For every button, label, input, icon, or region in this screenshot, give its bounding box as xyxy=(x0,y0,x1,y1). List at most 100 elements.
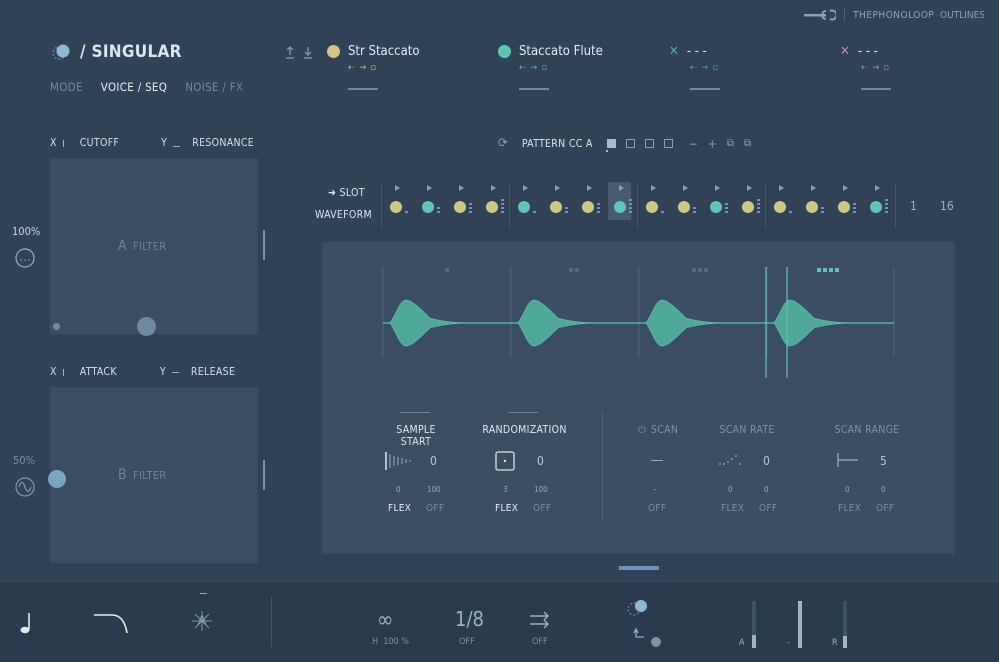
slot-1[interactable]: Str Staccato ⇠ → ▫ xyxy=(327,44,419,90)
dice-icon[interactable] xyxy=(495,451,515,471)
pattern-slot-2[interactable] xyxy=(625,139,635,148)
page-indicator[interactable] xyxy=(619,566,659,570)
pad-b-scroll-handle[interactable] xyxy=(263,460,265,490)
seq-step[interactable] xyxy=(677,185,699,221)
seq-step[interactable] xyxy=(549,185,571,221)
scan-rate-off[interactable]: OFF xyxy=(759,503,778,514)
slot-4[interactable]: ✕ - - - ⇠ → ▫ xyxy=(840,44,891,90)
pad-a-scroll-handle[interactable] xyxy=(263,230,265,260)
voice-routing-icon[interactable] xyxy=(626,597,666,649)
rate-value[interactable]: 1/8 xyxy=(455,607,484,631)
pad-point[interactable] xyxy=(48,470,66,488)
slot-arrows-icon[interactable]: ⇠ → ▫ xyxy=(519,63,549,73)
sample-start-icon[interactable] xyxy=(385,451,413,471)
plus-icon[interactable]: + xyxy=(707,136,717,151)
pattern-label[interactable]: PATTERN CC A xyxy=(521,137,593,150)
play-icon xyxy=(523,185,528,191)
copy-icon[interactable]: ⧉ xyxy=(726,138,734,149)
paste-icon[interactable]: ⧉ xyxy=(743,138,752,149)
randomization-off[interactable]: OFF xyxy=(533,503,552,514)
scan-range-off[interactable]: OFF xyxy=(876,503,895,514)
sample-start-flex[interactable]: FLEX xyxy=(388,503,412,514)
direction-off[interactable]: OFF xyxy=(532,637,548,647)
seq-end[interactable]: 16 xyxy=(940,199,954,213)
step-slot-dot xyxy=(710,201,722,213)
refresh-icon[interactable]: ⟳ xyxy=(498,136,508,151)
seq-step[interactable] xyxy=(517,185,539,221)
pattern-slot-3[interactable] xyxy=(644,139,654,148)
randomization-flex[interactable]: FLEX xyxy=(495,503,519,514)
scan-rate-icon[interactable] xyxy=(718,453,744,467)
seq-step[interactable] xyxy=(869,185,891,221)
infinity-icon[interactable]: ∞ xyxy=(377,608,394,633)
seq-step[interactable] xyxy=(741,185,763,221)
envelope-curve-icon[interactable] xyxy=(92,611,130,635)
scan-range-flex[interactable]: FLEX xyxy=(838,503,862,514)
step-waveform-bars xyxy=(885,199,888,215)
level-meter[interactable] xyxy=(752,601,756,648)
scan-rate-value[interactable]: 0 xyxy=(763,454,770,468)
level-meter[interactable] xyxy=(843,601,847,648)
direction-arrows-icon[interactable] xyxy=(528,611,552,629)
pad-point-small[interactable] xyxy=(53,323,60,330)
note-icon[interactable] xyxy=(18,611,34,637)
sample-start-off[interactable]: OFF xyxy=(426,503,445,514)
y-param-select[interactable]: RELEASE xyxy=(190,366,236,378)
xy-pad-a[interactable]: A FILTER xyxy=(50,158,258,336)
pattern-slot-1[interactable] xyxy=(606,139,616,148)
scan-off[interactable]: OFF xyxy=(648,503,667,514)
randomization-value[interactable]: 0 xyxy=(537,454,544,468)
x-param-select[interactable]: CUTOFF xyxy=(79,137,120,149)
slot-2[interactable]: Staccato Flute ⇠ → ▫ xyxy=(498,44,603,90)
scan-range-icon[interactable] xyxy=(837,452,859,468)
tab-indicator xyxy=(508,412,538,413)
tab-noise-fx[interactable]: NOISE / FX xyxy=(185,80,244,94)
wrench-icon[interactable] xyxy=(804,9,837,21)
seq-step[interactable] xyxy=(645,185,667,221)
slot-underline xyxy=(519,88,549,90)
y-param-select[interactable]: RESONANCE xyxy=(192,137,255,149)
slot-label: SLOT xyxy=(339,187,365,199)
seq-step[interactable] xyxy=(485,185,507,221)
tab-voice-seq[interactable]: VOICE / SEQ xyxy=(100,80,168,94)
scan-rate-flex[interactable]: FLEX xyxy=(721,503,745,514)
scan-range-value[interactable]: 5 xyxy=(880,454,887,468)
level-meter[interactable] xyxy=(798,601,802,648)
seq-step[interactable] xyxy=(581,185,603,221)
seq-step[interactable] xyxy=(613,185,635,221)
power-icon[interactable]: ⏻ xyxy=(638,424,646,436)
seq-step[interactable] xyxy=(805,185,827,221)
slot-arrows-icon[interactable]: ⇠ → ▫ xyxy=(690,63,720,73)
pattern-slot-4[interactable] xyxy=(663,139,673,148)
slot-3[interactable]: ✕ - - - ⇠ → ▫ xyxy=(669,44,720,90)
rate-off[interactable]: OFF xyxy=(459,637,475,647)
spark-icon[interactable] xyxy=(190,609,214,633)
minus-icon[interactable]: − xyxy=(688,136,698,151)
tab-mode[interactable]: MODE xyxy=(50,80,83,94)
pad-a-labels: X CUTOFF Y RESONANCE xyxy=(50,137,254,149)
x-axis-label: X xyxy=(50,137,57,149)
power-toggle-icon[interactable] xyxy=(50,42,72,62)
seq-step[interactable] xyxy=(709,185,731,221)
x-param-select[interactable]: ATTACK xyxy=(79,366,117,378)
lfo-dots-icon[interactable] xyxy=(14,247,36,269)
y-marker xyxy=(171,371,179,373)
sine-lfo-icon[interactable] xyxy=(14,476,36,498)
seq-step[interactable] xyxy=(773,185,795,221)
slot-arrows-icon[interactable]: ⇠ → ▫ xyxy=(861,63,891,73)
seq-step[interactable] xyxy=(389,185,411,221)
seq-start[interactable]: 1 xyxy=(910,199,917,213)
seq-step[interactable] xyxy=(421,185,443,221)
pad-point[interactable] xyxy=(137,317,156,336)
import-export-icons[interactable] xyxy=(285,45,315,59)
seq-step[interactable] xyxy=(453,185,475,221)
xy-pad-b[interactable]: B FILTER xyxy=(48,387,258,563)
step-waveform-bars xyxy=(853,199,856,215)
slot-name: Staccato Flute xyxy=(519,44,603,59)
sample-start-value[interactable]: 0 xyxy=(430,454,437,468)
waveform-display[interactable] xyxy=(322,242,955,382)
slot-arrows-icon[interactable]: ⇠ → ▫ xyxy=(348,63,378,73)
seq-step[interactable] xyxy=(837,185,859,221)
step-waveform-bars xyxy=(661,199,664,215)
sample-start-title: SAMPLE START xyxy=(396,424,436,448)
